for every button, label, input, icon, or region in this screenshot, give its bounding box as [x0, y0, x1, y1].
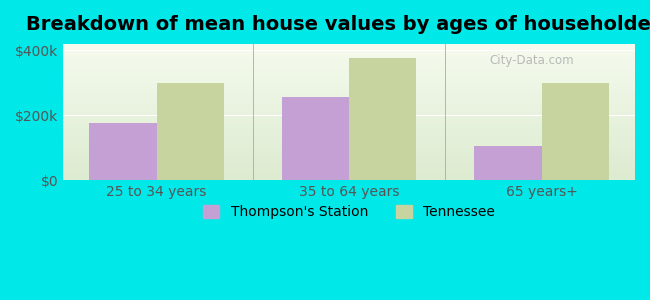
- Legend: Thompson's Station, Tennessee: Thompson's Station, Tennessee: [197, 200, 501, 225]
- Bar: [474, 146, 541, 180]
- Bar: [281, 98, 349, 180]
- Title: Breakdown of mean house values by ages of householders: Breakdown of mean house values by ages o…: [26, 15, 650, 34]
- Bar: [89, 123, 157, 180]
- Text: City-Data.com: City-Data.com: [489, 54, 575, 67]
- Bar: [541, 83, 609, 180]
- Bar: [349, 58, 417, 180]
- Bar: [157, 83, 224, 180]
